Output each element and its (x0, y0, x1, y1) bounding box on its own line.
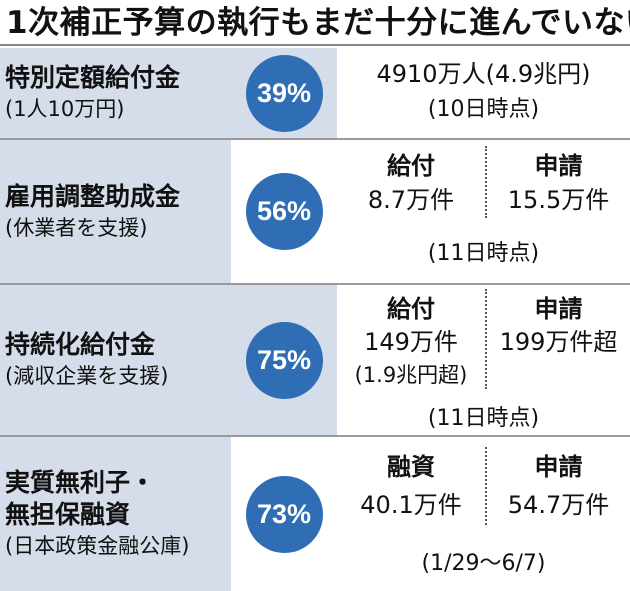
row-label: 雇用調整助成金 (休業者を支援) (0, 140, 231, 283)
row-label: 実質無利子・ 無担保融資 (日本政策金融公庫) (0, 437, 231, 591)
percent-cell: 56% (231, 140, 337, 283)
row-label: 特別定額給付金 (1人10万円) (0, 48, 231, 138)
page-title: 1次補正予算の執行もまだ十分に進んでいない (0, 0, 630, 46)
application-label: 申請 (534, 453, 583, 481)
percent-cell: 73% (231, 437, 337, 591)
row-special-benefit: 特別定額給付金 (1人10万円) 39% 4910万人(4.9兆円) (10日時… (0, 48, 630, 138)
program-name: 雇用調整助成金 (5, 181, 181, 211)
program-subtitle: (日本政策金融公庫) (5, 534, 190, 558)
detail-cell: 融資 40.1万件 申請 54.7万件 (1/29〜6/7) (337, 437, 630, 591)
row-label: 持続化給付金 (減収企業を支援) (0, 285, 231, 435)
percent-badge: 39% (245, 54, 323, 132)
benefit-label: 給付 (387, 295, 435, 323)
loan-value: 40.1万件 (360, 491, 462, 519)
program-subtitle: (減収企業を支援) (5, 364, 169, 388)
percent-cell: 39% (231, 48, 337, 138)
application-label: 申請 (534, 295, 583, 323)
row-sustainability-benefit: 持続化給付金 (減収企業を支援) 75% 給付 149万件 (1.9兆円超) 申… (0, 285, 630, 435)
row-employment-subsidy: 雇用調整助成金 (休業者を支援) 56% 給付 8.7万件 申請 15.5万件 … (0, 140, 630, 283)
program-subtitle: (休業者を支援) (5, 215, 148, 240)
row-interest-free-loan: 実質無利子・ 無担保融資 (日本政策金融公庫) 73% 融資 40.1万件 申請… (0, 437, 630, 591)
row-divider (0, 138, 630, 140)
program-name: 実質無利子・ (5, 468, 156, 497)
benefit-label: 給付 (387, 152, 435, 180)
program-name-line2: 無担保融資 (5, 500, 131, 529)
application-value: 199万件超 (499, 328, 618, 356)
row-divider (0, 435, 630, 437)
detail-cell: 4910万人(4.9兆円) (10日時点) (337, 48, 630, 138)
percent-cell: 75% (231, 285, 337, 435)
program-name: 持続化給付金 (5, 330, 156, 359)
row-divider (0, 283, 630, 285)
detail-cell: 給付 8.7万件 申請 15.5万件 (11日時点) (337, 140, 630, 283)
detail-cell: 給付 149万件 (1.9兆円超) 申請 199万件超 (11日時点) (337, 285, 630, 435)
as-of-note: (1/29〜6/7) (421, 551, 546, 576)
amount-value: 4910万人(4.9兆円) (376, 60, 591, 88)
application-value: 15.5万件 (507, 186, 610, 214)
benefit-amount: (1.9兆円超) (354, 363, 468, 387)
column-divider (485, 146, 487, 218)
percent-badge: 73% (245, 475, 323, 553)
as-of-note: (11日時点) (427, 406, 540, 431)
application-label: 申請 (534, 152, 583, 180)
benefit-value: 149万件 (364, 328, 458, 356)
program-subtitle: (1人10万円) (5, 97, 125, 121)
program-name: 特別定額給付金 (5, 63, 181, 92)
benefit-value: 8.7万件 (367, 186, 455, 214)
as-of-note: (11日時点) (427, 241, 540, 266)
as-of-note: (10日時点) (427, 97, 540, 122)
column-divider (485, 289, 487, 389)
loan-label: 融資 (387, 453, 435, 481)
column-divider (485, 447, 487, 525)
application-value: 54.7万件 (507, 491, 610, 519)
percent-badge: 56% (245, 173, 323, 250)
percent-badge: 75% (245, 321, 323, 399)
